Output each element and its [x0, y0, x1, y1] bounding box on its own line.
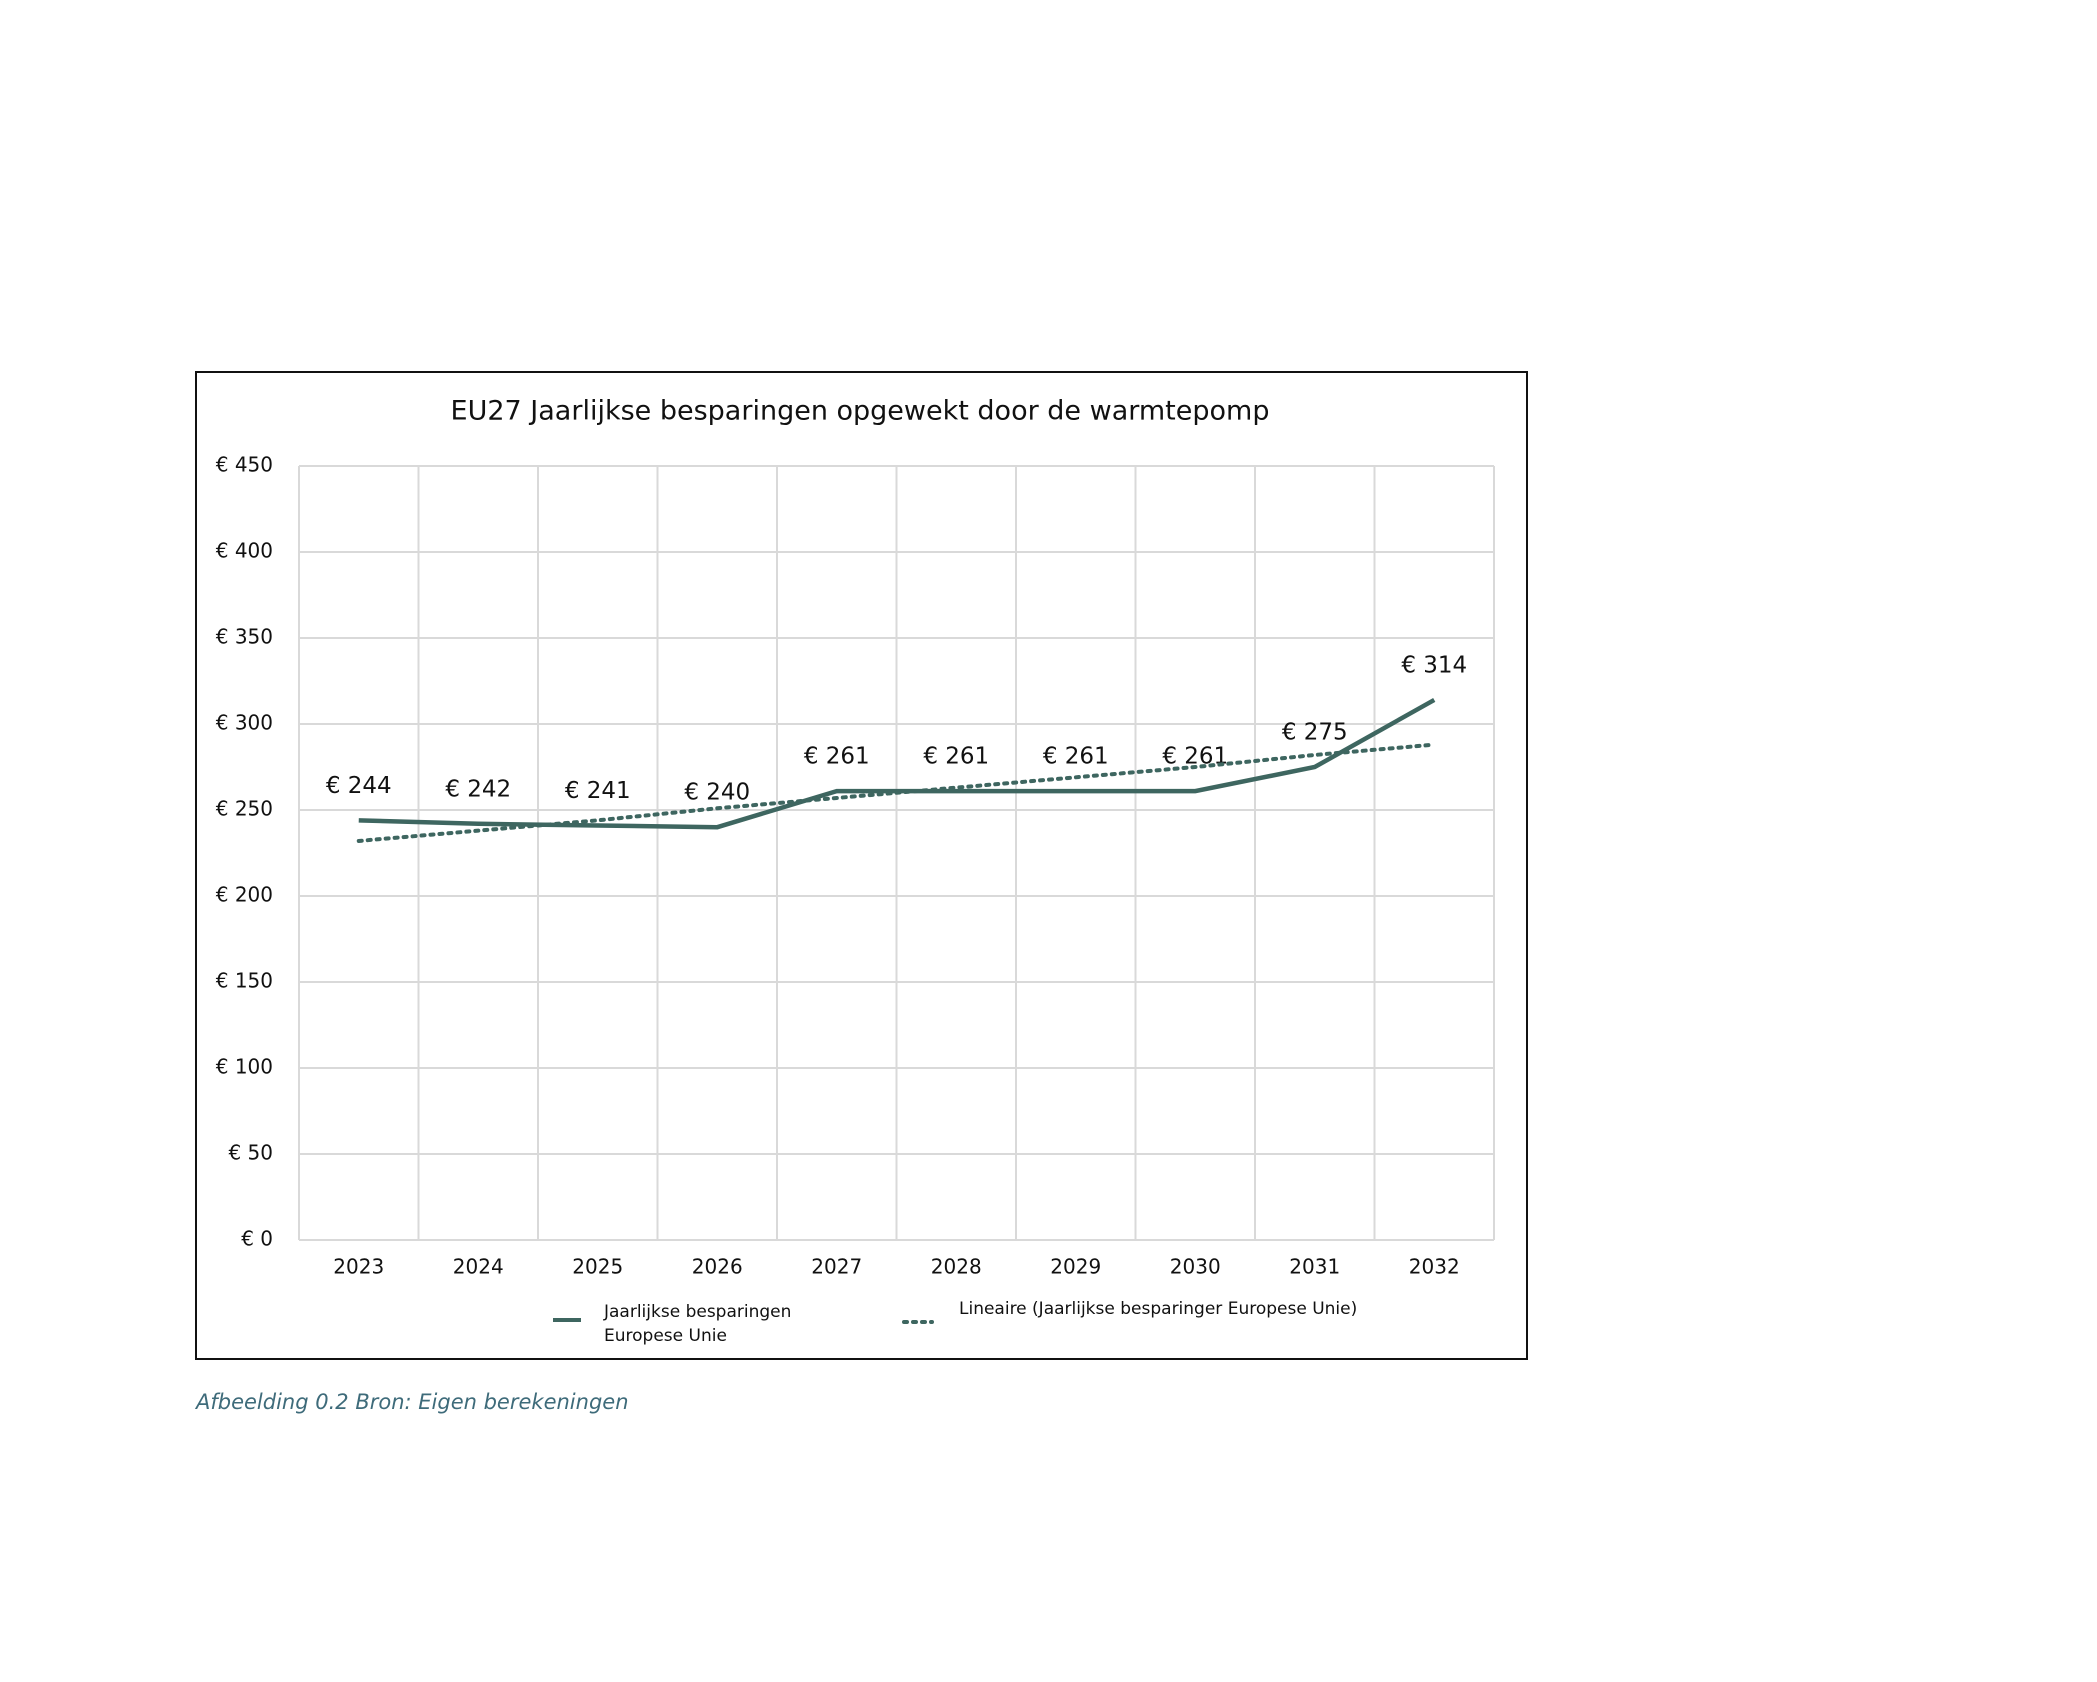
y-tick-label: € 50 [228, 1141, 273, 1165]
data-label: € 261 [1043, 744, 1109, 770]
x-tick-label: 2031 [1289, 1255, 1340, 1279]
x-tick-label: 2027 [811, 1255, 862, 1279]
data-label: € 240 [684, 780, 750, 806]
legend-label: Lineaire (Jaarlijkse besparinger Europes… [959, 1299, 1358, 1319]
y-tick-label: € 100 [216, 1055, 273, 1079]
chart-title: EU27 Jaarlijkse besparingen opgewekt doo… [451, 396, 1270, 427]
data-label: € 241 [565, 778, 631, 804]
trend-line [356, 742, 1437, 843]
x-tick-label: 2023 [333, 1255, 384, 1279]
caption: Afbeelding 0.2 Bron: Eigen berekeningen [196, 1390, 629, 1414]
chart-frame [195, 371, 1528, 1360]
x-tick-label: 2028 [931, 1255, 982, 1279]
data-label: € 261 [923, 744, 989, 770]
x-tick-label: 2032 [1409, 1255, 1460, 1279]
data-label: € 275 [1282, 720, 1348, 746]
y-tick-label: € 0 [241, 1227, 273, 1251]
data-label: € 261 [804, 744, 870, 770]
x-tick-label: 2030 [1170, 1255, 1221, 1279]
data-label: € 314 [1401, 652, 1467, 678]
data-label: € 242 [445, 776, 511, 802]
x-tick-label: 2026 [692, 1255, 743, 1279]
x-tick-label: 2025 [572, 1255, 623, 1279]
y-tick-label: € 250 [216, 797, 273, 821]
y-tick-label: € 300 [216, 711, 273, 735]
x-tick-label: 2024 [453, 1255, 504, 1279]
y-tick-label: € 200 [216, 883, 273, 907]
y-tick-label: € 450 [216, 453, 273, 477]
legend-label: Jaarlijkse besparingen Europese Unie [604, 1302, 792, 1346]
y-tick-label: € 400 [216, 539, 273, 563]
data-label: € 244 [326, 773, 392, 799]
x-tick-label: 2029 [1050, 1255, 1101, 1279]
y-tick-label: € 150 [216, 969, 273, 993]
y-tick-label: € 350 [216, 625, 273, 649]
